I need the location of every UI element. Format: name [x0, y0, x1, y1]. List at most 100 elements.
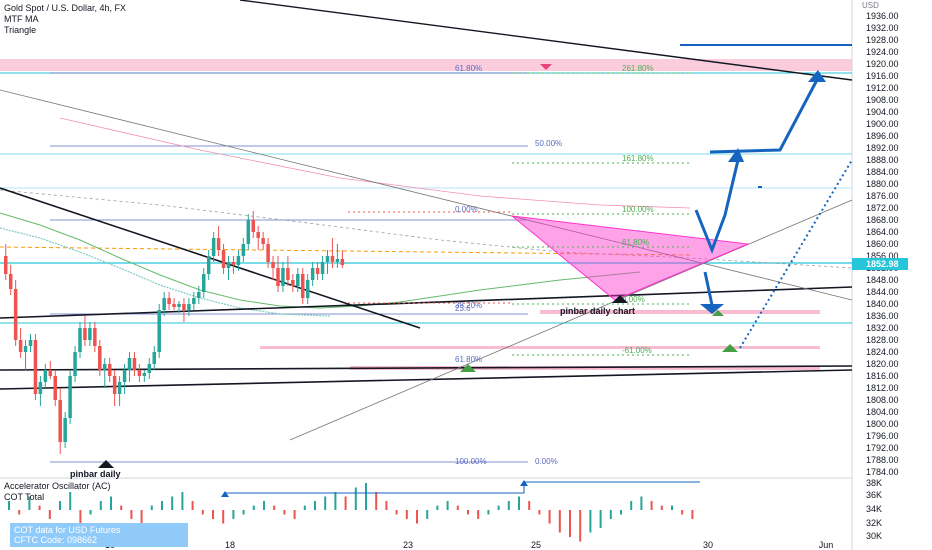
price-axis-tick-label: 1868.00	[866, 215, 899, 225]
candle-body	[246, 220, 251, 244]
candle-body	[340, 259, 345, 265]
price-axis-tick-label: 1936.00	[866, 11, 899, 21]
price-axis-tick-label: 1896.00	[866, 131, 899, 141]
price-axis-tick-label: 1908.00	[866, 95, 899, 105]
oscillator-bar	[252, 505, 255, 510]
oscillator-bar	[303, 505, 306, 510]
candle-body	[18, 340, 23, 352]
price-axis-tick-label: 1836.00	[866, 311, 899, 321]
oscillator-bar	[395, 510, 398, 515]
candle-body	[103, 364, 107, 370]
candle-body	[301, 274, 305, 298]
candle-body	[43, 370, 48, 382]
pink-marker	[540, 64, 552, 70]
price-axis-tick-label: 1860.00	[866, 239, 899, 249]
oscillator-bar	[314, 501, 316, 510]
candle-body	[117, 382, 122, 394]
candle-body	[291, 280, 295, 286]
oscillator-bar	[385, 501, 388, 510]
price-axis-tick-label: 1812.00	[866, 383, 899, 393]
candle-body	[256, 232, 260, 238]
ma-teal	[0, 227, 331, 317]
oscillator-bar	[354, 487, 357, 510]
pinbar-chart-label: pinbar daily chart	[560, 306, 635, 316]
candle-body	[63, 418, 67, 442]
trendline-upper	[239, 0, 853, 81]
candle-body	[221, 250, 226, 268]
support-zone-1	[260, 346, 820, 349]
oscillator-axis-label: 34K	[866, 504, 882, 514]
oscillator-bar	[79, 510, 82, 524]
price-axis-tick-label: 1920.00	[866, 59, 899, 69]
candle-body	[68, 376, 72, 418]
price-axis-tick-label: 1844.00	[866, 287, 899, 297]
oscillator-bar	[518, 496, 520, 510]
oscillator-bar	[630, 501, 633, 510]
orange-dashed-line	[0, 246, 691, 256]
pinbar-marker-daily	[98, 460, 114, 468]
candle-body	[167, 298, 171, 304]
projection-arrow-1	[728, 148, 744, 162]
price-axis-tick-label: 1816.00	[866, 371, 899, 381]
candle-body	[152, 352, 156, 364]
candle-body	[325, 256, 330, 262]
price-axis-tick-label: 1916.00	[866, 71, 899, 81]
candle-body	[93, 328, 97, 346]
oscillator-bar	[405, 510, 408, 519]
oscillator-bar	[232, 510, 235, 519]
oscillator-bar	[28, 496, 31, 510]
candle-body	[127, 358, 132, 370]
oscillator-bar	[150, 505, 153, 510]
price-axis-tick-label: 1832.00	[866, 323, 899, 333]
candle-body	[122, 370, 127, 382]
oscillator-axis-label: 36K	[866, 490, 882, 500]
candle-body	[236, 256, 241, 265]
fib-retrace-label: 100.00%	[455, 457, 487, 466]
cot-marker-1	[221, 491, 229, 497]
oscillator-bar	[130, 510, 133, 519]
ma-green	[0, 212, 641, 309]
oscillator-bar	[59, 501, 61, 510]
oscillator-bar	[161, 501, 163, 510]
candle-body	[286, 268, 290, 280]
oscillator-bar	[212, 510, 214, 519]
oscillator-bar	[140, 510, 143, 524]
oscillator-bar	[48, 510, 51, 519]
oscillator-bar	[191, 501, 194, 510]
price-axis-tick-label: 1884.00	[866, 167, 899, 177]
price-axis-tick-label: 1888.00	[866, 155, 899, 165]
fib-ext-label: 261.80%	[622, 64, 654, 73]
oscillator-bar	[548, 510, 551, 524]
projection-dotted	[739, 159, 853, 349]
candle-body	[330, 256, 335, 262]
oscillator-bar	[344, 496, 347, 510]
candle-body	[315, 268, 320, 274]
oscillator-bar	[497, 505, 500, 510]
oscillator-bar	[640, 496, 643, 510]
oscillator-bar	[507, 501, 510, 510]
candle-body	[310, 268, 315, 280]
candle-body	[112, 376, 117, 394]
price-axis-tick-label: 1796.00	[866, 431, 899, 441]
price-axis-tick-label: 1872.00	[866, 203, 899, 213]
projection-path-1	[694, 159, 740, 255]
fib-retrace-label: 61.80%	[455, 355, 482, 364]
candle-body	[271, 262, 275, 268]
fib-retrace-label: 38.20%	[455, 301, 482, 310]
projection-path-2	[709, 77, 820, 154]
price-axis-tick-label: 1876.00	[866, 191, 899, 201]
oscillator-axis-label: 38K	[866, 478, 882, 488]
oscillator-bar	[120, 505, 123, 510]
oscillator-bar	[334, 492, 337, 510]
oscillator-bar	[660, 505, 663, 510]
price-axis-tick-label: 1904.00	[866, 107, 899, 117]
fib-retrace-label: 50.00%	[535, 139, 562, 148]
candle-body	[231, 262, 236, 265]
cot-box-code: CFTC Code: 098662	[10, 533, 188, 547]
oscillator-bar	[426, 510, 429, 519]
fib-ext-label: 61.80%	[622, 238, 649, 247]
oscillator-bar	[110, 496, 112, 510]
oscillator-axis-label: 30K	[866, 531, 882, 541]
oscillator-bar	[456, 505, 459, 510]
